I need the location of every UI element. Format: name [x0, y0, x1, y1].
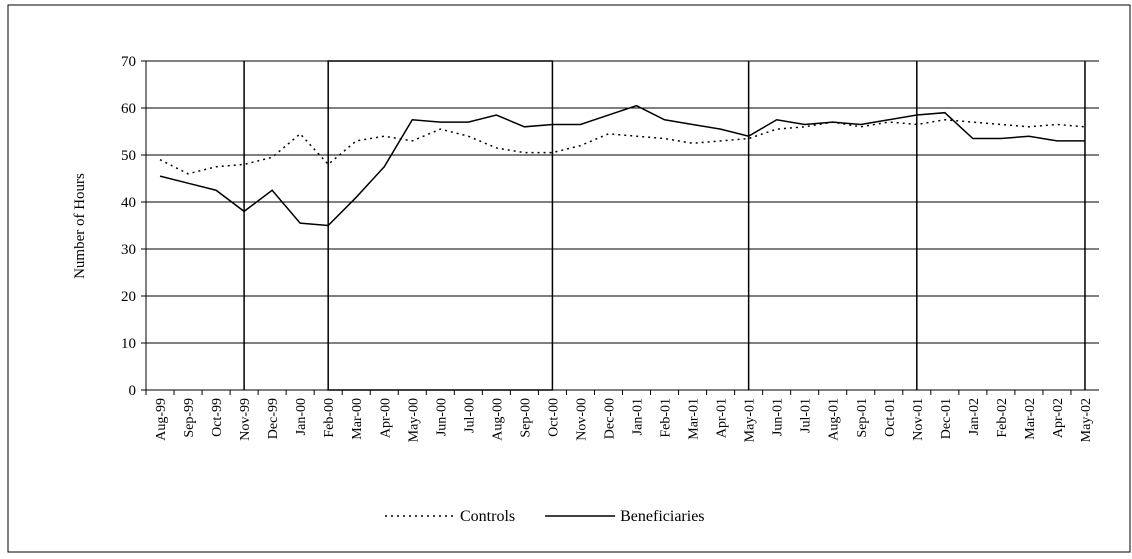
- x-tick-label: Oct-99: [210, 398, 225, 437]
- y-tick-label: 30: [121, 242, 136, 258]
- x-tick-label: Jun-00: [434, 398, 449, 436]
- x-tick-label: May-01: [743, 398, 758, 442]
- y-tick-label: 20: [121, 289, 136, 305]
- x-tick-label: Feb-02: [995, 398, 1010, 438]
- x-tick-label: Aug-00: [490, 398, 505, 441]
- x-tick-label: Mar-00: [350, 398, 365, 440]
- y-tick-label: 70: [121, 54, 136, 70]
- x-tick-label: Apr-00: [378, 398, 393, 438]
- legend-label: Controls: [460, 508, 515, 525]
- x-tick-label: Dec-99: [266, 398, 281, 439]
- x-tick-label: May-02: [1079, 398, 1094, 442]
- series-line: [159, 104, 1085, 227]
- y-axis-title: Number of Hours: [72, 173, 88, 279]
- chart-border: [7, 4, 1131, 553]
- x-tick-label: Nov-99: [238, 398, 253, 441]
- y-tick-label: 60: [121, 101, 136, 117]
- x-tick-label: Oct-01: [883, 398, 898, 437]
- x-tick-label: Oct-00: [546, 398, 561, 437]
- x-tick-label: Aug-01: [827, 398, 842, 441]
- x-tick-label: Dec-00: [602, 398, 617, 439]
- x-tick-label: Mar-01: [687, 398, 702, 440]
- x-tick-label: Feb-01: [659, 398, 674, 438]
- x-tick-label: Jan-02: [967, 398, 982, 435]
- x-tick-label: Apr-02: [1051, 398, 1066, 438]
- x-tick-label: Jun-01: [771, 398, 786, 436]
- x-tick-label: Aug-99: [154, 398, 169, 441]
- x-tick-label: Jul-00: [462, 398, 477, 433]
- x-tick-label: Dec-01: [939, 398, 954, 439]
- x-tick-label: Nov-00: [574, 398, 589, 441]
- x-tick-label: Sep-00: [518, 398, 533, 438]
- series-line: [159, 118, 1086, 175]
- x-tick-label: Apr-01: [715, 398, 730, 438]
- y-tick-label: 10: [121, 336, 136, 352]
- x-tick-label: Feb-00: [322, 398, 337, 438]
- x-tick-label: Sep-01: [855, 398, 870, 438]
- legend-label: Beneficiaries: [620, 508, 704, 525]
- y-tick-label: 0: [129, 383, 137, 399]
- y-tick-label: 50: [121, 148, 136, 164]
- x-tick-label: Jan-01: [631, 398, 646, 435]
- x-tick-label: Nov-01: [911, 398, 926, 441]
- y-tick-label: 40: [121, 195, 136, 211]
- x-tick-label: May-00: [406, 398, 421, 442]
- x-tick-label: Jul-01: [799, 398, 814, 433]
- x-tick-label: Sep-99: [182, 398, 197, 438]
- x-tick-label: Jan-00: [294, 398, 309, 435]
- x-tick-label: Mar-02: [1023, 398, 1038, 440]
